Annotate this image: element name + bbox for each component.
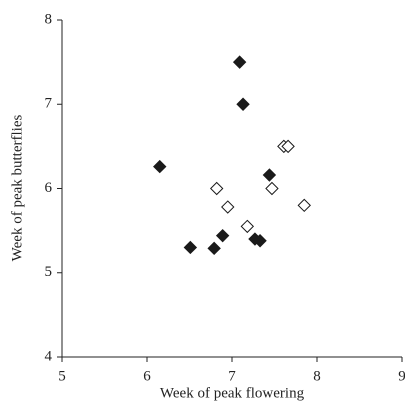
data-point — [221, 200, 235, 214]
x-tick-label: 5 — [58, 368, 66, 384]
y-axis-label: Week of peak butterflies — [9, 115, 25, 262]
y-tick-label: 4 — [45, 348, 53, 364]
x-tick-label: 7 — [228, 368, 236, 384]
data-point — [209, 181, 224, 196]
data-point — [265, 181, 279, 196]
y-tick-label: 6 — [45, 180, 53, 196]
y-tick-label: 5 — [45, 264, 53, 280]
data-point — [240, 219, 255, 234]
data-point — [253, 234, 267, 248]
data-point — [281, 139, 295, 154]
data-point — [207, 241, 221, 256]
x-tick-label: 9 — [398, 368, 405, 384]
x-tick-label: 8 — [313, 368, 321, 384]
data-point — [297, 198, 311, 213]
data-point — [262, 168, 277, 182]
data-point — [232, 55, 247, 69]
y-tick-label: 8 — [45, 11, 53, 27]
x-axis-label: Week of peak flowering — [160, 385, 305, 401]
data-point — [215, 228, 230, 243]
data-point — [236, 97, 250, 111]
y-tick-label: 7 — [45, 96, 53, 112]
x-tick-label: 6 — [143, 368, 151, 384]
data-point — [153, 159, 167, 174]
data-point — [183, 240, 198, 255]
